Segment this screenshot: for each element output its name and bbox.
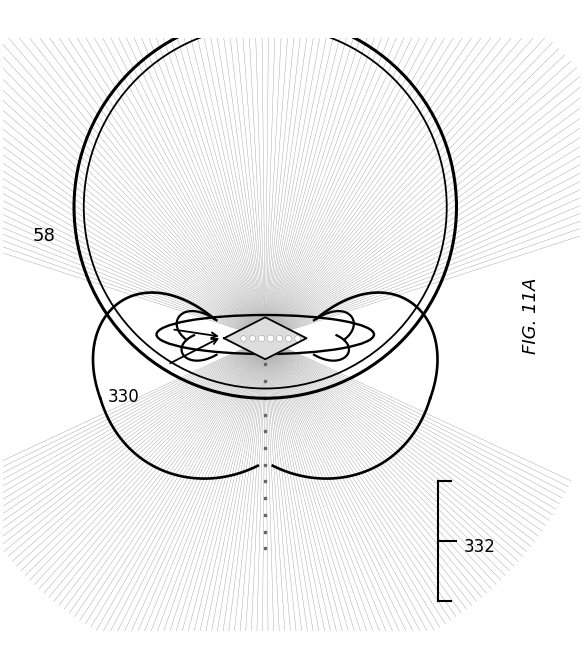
Text: 332: 332: [464, 538, 496, 556]
Polygon shape: [224, 317, 307, 359]
Text: 330: 330: [108, 388, 139, 406]
Text: FIG. 11A: FIG. 11A: [522, 278, 540, 354]
Text: 58: 58: [33, 227, 55, 245]
